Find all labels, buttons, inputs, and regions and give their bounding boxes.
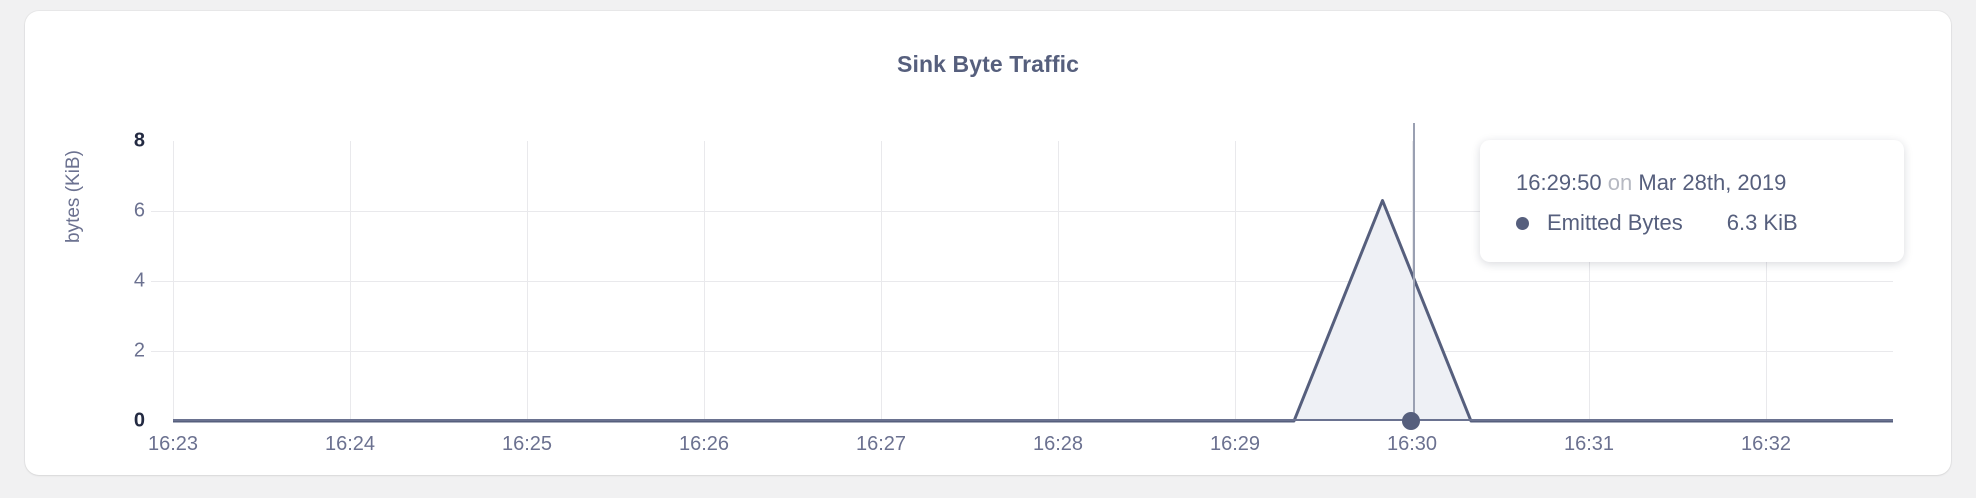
tooltip-series-label: Emitted Bytes (1547, 210, 1683, 235)
tooltip-series-value: 6.3 KiB (1726, 210, 1798, 235)
x-tick-16:27: 16:27 (855, 433, 907, 455)
tooltip-header: 16:29:50 on Mar 28th, 2019 (1516, 170, 1868, 196)
tooltip-time: 16:29:50 (1516, 170, 1602, 195)
y-tick-6: 6 (133, 199, 145, 222)
y-tick-8: 8 (133, 129, 145, 152)
y-tick-4: 4 (133, 269, 145, 292)
gridline-x-16:31 (1589, 141, 1590, 421)
chart-tooltip: 16:29:50 on Mar 28th, 2019 Emitted Bytes… (1480, 140, 1904, 262)
gridline-y-4 (151, 281, 1893, 282)
x-tick-16:23: 16:23 (147, 433, 199, 455)
hovered-point-marker[interactable] (1401, 412, 1420, 430)
y-tick-0: 0 (133, 409, 145, 432)
x-tick-16:26: 16:26 (678, 433, 730, 455)
plot-area[interactable]: 8 6 4 2 0 16:23 16:24 16:25 16:26 16:27 16:28 16:2… (134, 123, 1893, 455)
x-tick-16:32: 16:32 (1740, 433, 1792, 455)
gridline-x-16:23 (173, 141, 174, 421)
gridline-x-16:29 (1235, 141, 1236, 421)
gridline-x-16:25 (527, 141, 528, 421)
x-tick-16:30: 16:30 (1386, 433, 1438, 455)
x-tick-16:24: 16:24 (324, 433, 376, 455)
tooltip-on-word: on (1607, 170, 1633, 195)
tooltip-series-row: Emitted Bytes 6.3 KiB (1516, 210, 1868, 236)
x-axis-line (173, 419, 1893, 421)
series-emitted-bytes (173, 199, 1893, 423)
chart-title: Sink Byte Traffic (897, 51, 1079, 77)
gridline-x-16:24 (350, 141, 351, 421)
tooltip-date: Mar 28th, 2019 (1638, 170, 1787, 195)
gridline-y-6 (151, 211, 1893, 212)
x-tick-16:29: 16:29 (1209, 433, 1261, 455)
gridline-x-16:26 (704, 141, 705, 421)
series-color-dot-icon (1516, 216, 1529, 230)
plot-wrapper: 8 6 4 2 0 16:23 16:24 16:25 16:26 16:27 16:28 16:2… (25, 11, 1951, 475)
crosshair-line (1412, 123, 1415, 421)
x-tick-16:28: 16:28 (1032, 433, 1084, 455)
gridline-x-16:28 (1058, 141, 1059, 421)
gridline-x-16:27 (881, 141, 882, 421)
gridline-x-16:32 (1766, 141, 1767, 421)
y-tick-2: 2 (133, 339, 145, 362)
x-tick-16:31: 16:31 (1563, 433, 1615, 455)
x-tick-16:25: 16:25 (501, 433, 553, 455)
gridline-y-2 (151, 351, 1893, 352)
